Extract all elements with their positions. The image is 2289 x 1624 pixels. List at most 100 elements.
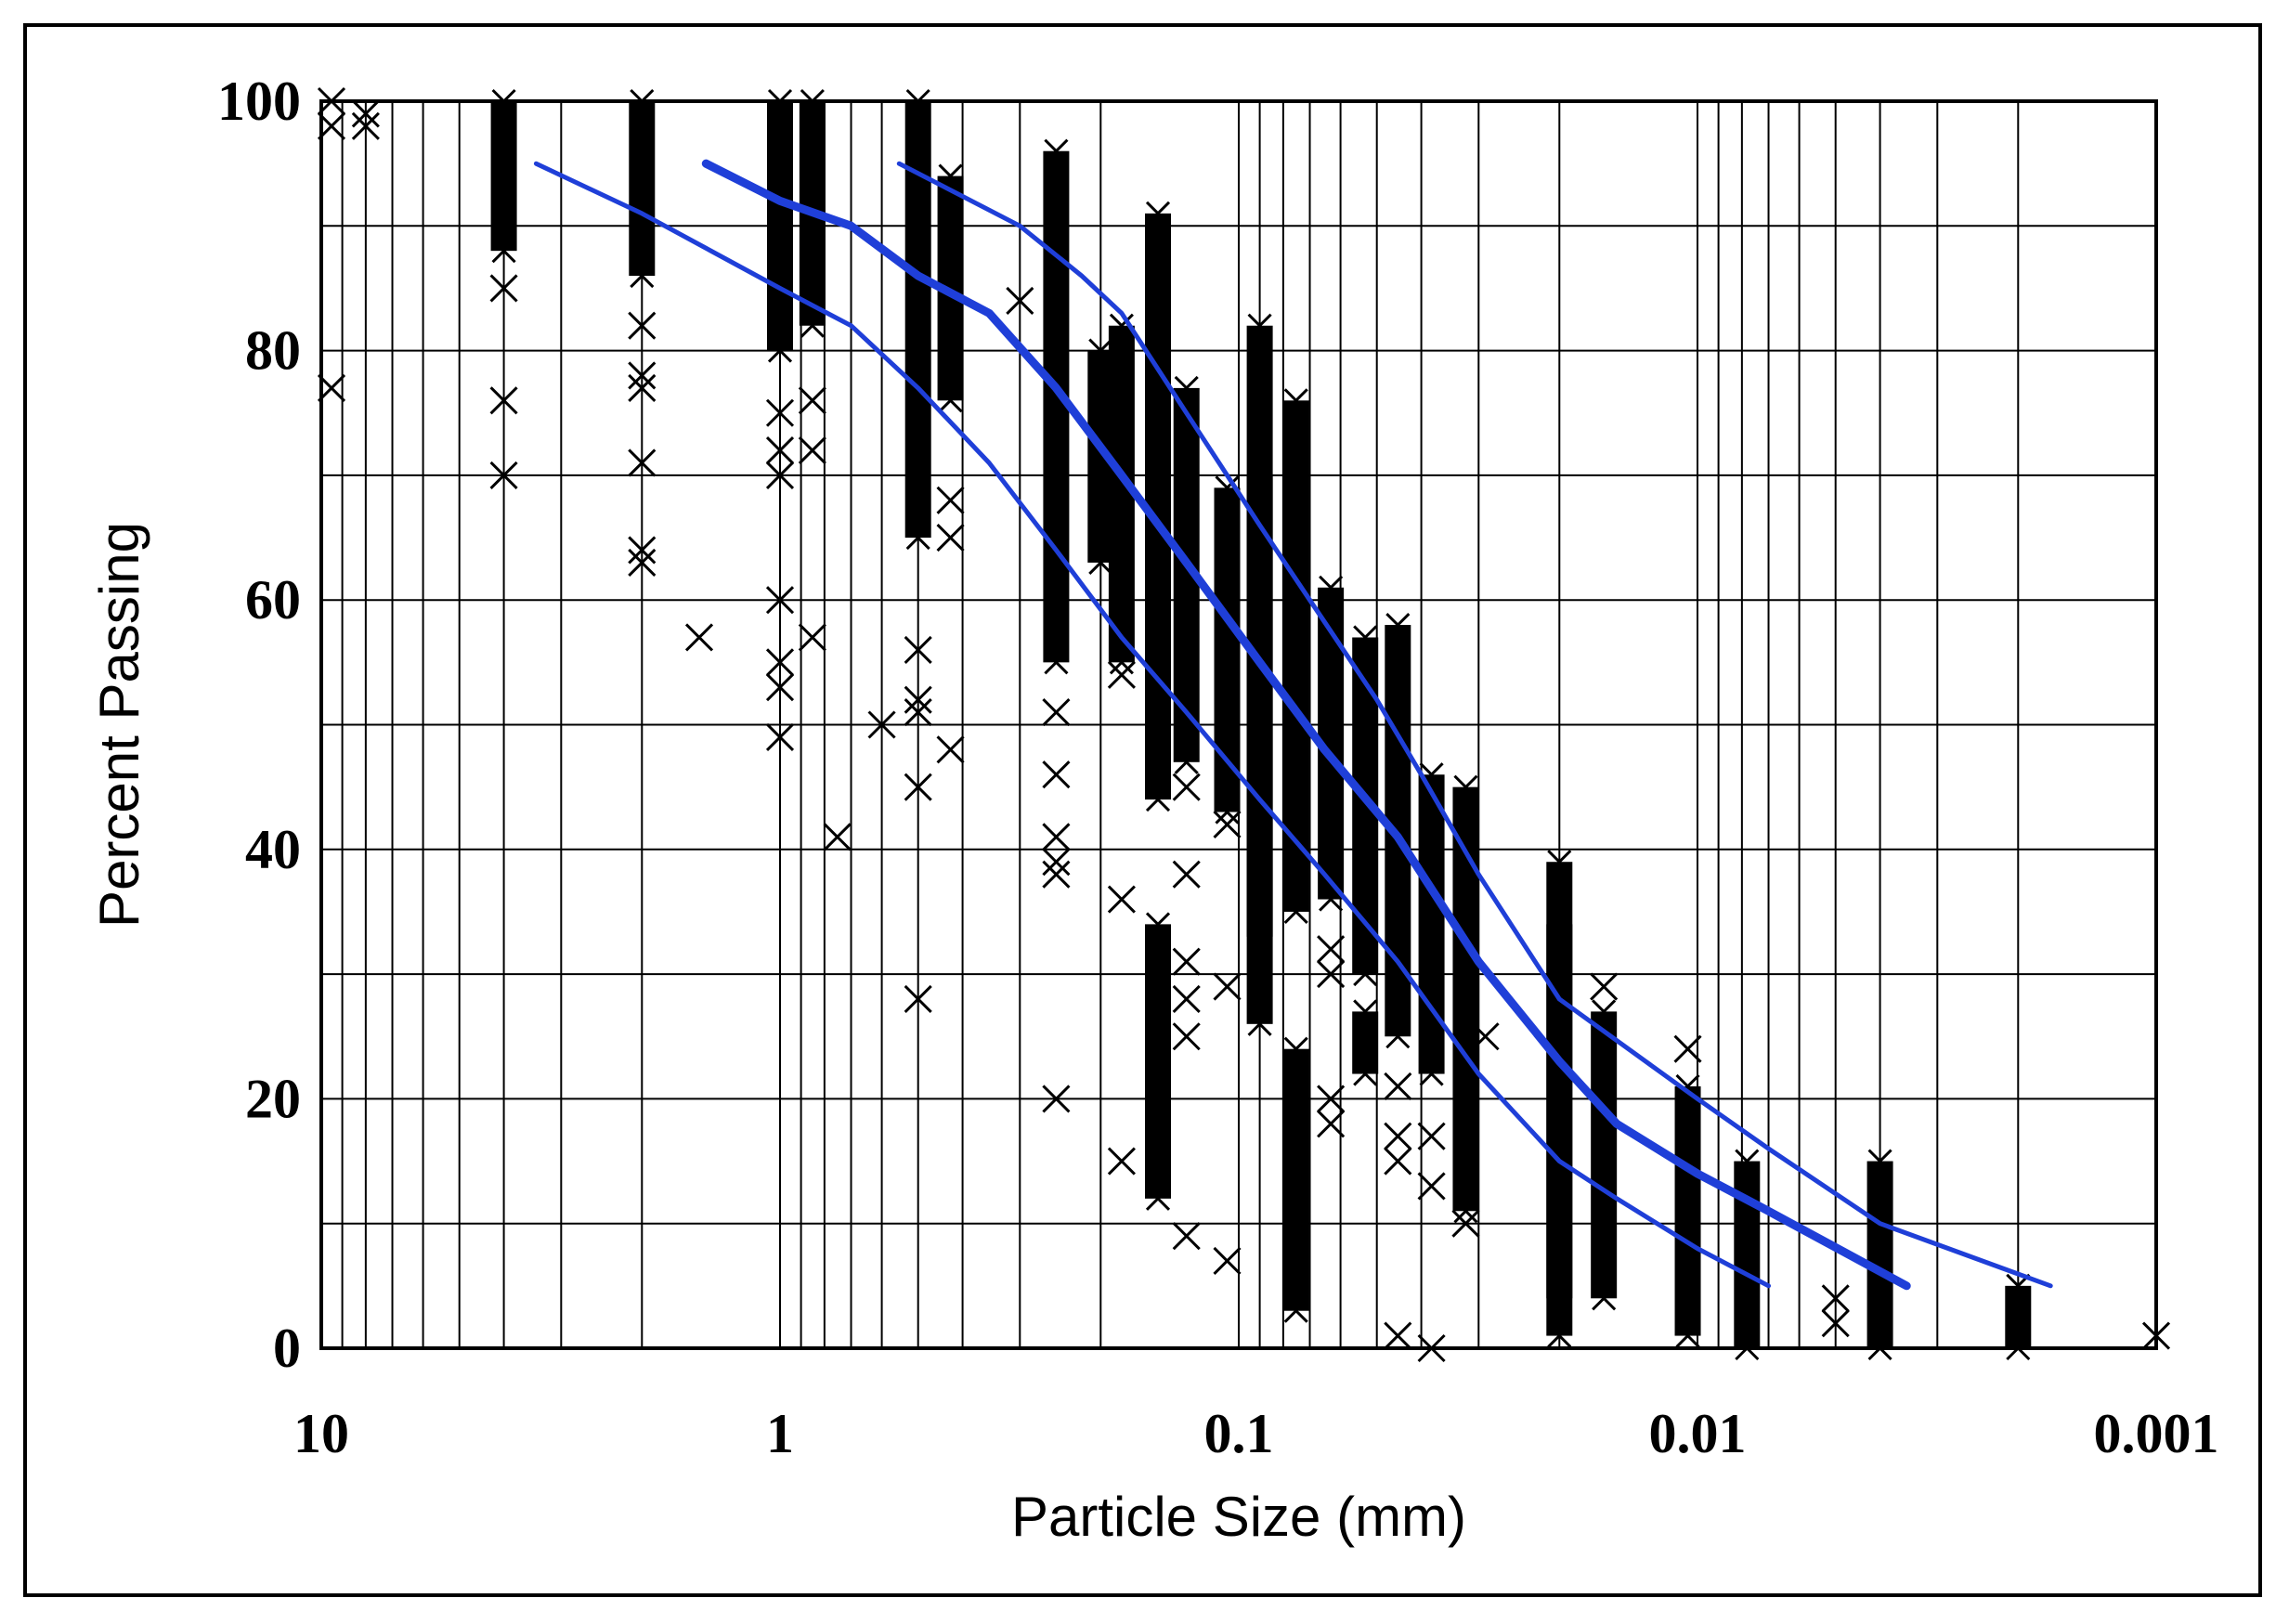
y-axis-tick-labels: 0 20 40 60 80 100 [217, 71, 301, 1379]
y-axis-title: Percent Passing [88, 522, 150, 928]
data-point-x-marker [630, 263, 655, 289]
data-point-x-marker [1417, 1122, 1446, 1150]
data-point-x-marker [351, 111, 380, 140]
data-point-x-marker [798, 435, 826, 465]
data-point-x-marker [1088, 338, 1113, 363]
data-point-x-marker [1283, 899, 1308, 925]
data-point-x-marker [628, 448, 657, 477]
data-point-x-marker [628, 536, 657, 565]
data-point-band [1674, 1085, 1701, 1336]
data-point-band [1282, 400, 1309, 912]
data-point-x-marker [1172, 1022, 1201, 1051]
data-point-x-marker [1821, 1309, 1850, 1338]
data-point-x-marker [1247, 313, 1272, 338]
data-point-x-marker [684, 623, 714, 652]
data-point-x-marker [1283, 1298, 1308, 1323]
data-point-band [1145, 924, 1172, 1199]
data-point-x-marker [765, 722, 795, 751]
data-point-x-marker [1735, 1149, 1760, 1174]
data-point-x-marker [1317, 1110, 1346, 1138]
data-point-x-marker [765, 461, 795, 489]
data-point-x-marker [1319, 575, 1344, 600]
data-point-x-marker [1283, 388, 1308, 413]
data-point-x-marker [1145, 787, 1171, 812]
data-point-band [1043, 150, 1070, 663]
data-point-x-marker [936, 486, 965, 514]
data-point-x-marker [491, 239, 516, 264]
data-point-x-marker [1417, 1172, 1446, 1201]
data-point-x-marker [798, 386, 826, 415]
data-point-x-marker [1044, 650, 1069, 675]
data-point-x-marker [1384, 1147, 1412, 1176]
data-point-x-marker [823, 823, 852, 851]
data-point-x-marker [798, 623, 826, 652]
data-point-band [1452, 786, 1479, 1212]
data-point-x-marker [765, 398, 795, 427]
y-tick-label: 80 [245, 320, 301, 382]
data-point-x-marker [1006, 286, 1034, 315]
data-point-x-marker [1213, 810, 1242, 839]
data-point-x-marker [1215, 475, 1240, 500]
data-point-x-marker [1317, 960, 1346, 989]
data-point-x-marker [1172, 984, 1201, 1014]
gradation-curves [533, 159, 2053, 1291]
data-point-x-marker [867, 710, 896, 739]
data-point-x-marker [628, 361, 657, 390]
data-point-x-marker [1471, 1022, 1500, 1051]
data-point-x-marker [904, 635, 932, 664]
data-point-x-marker [938, 163, 963, 188]
data-point-band [490, 101, 517, 252]
data-point-x-marker [1109, 650, 1134, 675]
x-tick-label: 10 [293, 1403, 349, 1464]
data-point-x-marker [1592, 1286, 1617, 1311]
data-point-x-marker [1451, 1209, 1480, 1238]
data-point-x-marker [1042, 760, 1071, 789]
middle-gradation-curve [701, 159, 1911, 1291]
data-point-band [1282, 1048, 1309, 1311]
data-point-x-marker [1317, 935, 1346, 964]
data-point-x-marker [800, 313, 825, 338]
data-point-x-marker [1867, 1149, 1892, 1174]
data-point-x-marker [1174, 749, 1199, 774]
data-point-x-marker [628, 311, 657, 340]
gradation-chart: 0 20 40 60 80 100 10 1 0.1 0.01 0.001 Particle Si… [88, 71, 2219, 1548]
data-point-x-marker [904, 698, 932, 727]
data-point-x-marker [1247, 1011, 1272, 1036]
data-point-x-marker [1385, 1024, 1411, 1049]
data-point-x-marker [1547, 850, 1572, 875]
data-point-x-marker [1042, 1085, 1071, 1113]
data-point-x-marker [1042, 848, 1071, 877]
x-tick-label: 1 [766, 1403, 794, 1464]
data-point-x-marker [1172, 947, 1201, 976]
data-point-x-marker [1384, 1321, 1412, 1350]
data-point-x-marker [765, 673, 795, 702]
data-point-x-marker [1353, 625, 1378, 650]
x-axis-tick-labels: 10 1 0.1 0.01 0.001 [293, 1403, 2219, 1464]
data-point-x-marker [1317, 1085, 1346, 1113]
data-point-x-marker [1213, 1246, 1242, 1276]
x-tick-label: 0.01 [1649, 1403, 1747, 1464]
data-point-x-marker [489, 461, 518, 489]
data-point-x-marker [1353, 962, 1378, 987]
plot-area-border [319, 99, 2158, 1350]
data-point-x-marker [904, 984, 932, 1014]
data-point-x-marker [1590, 972, 1619, 1001]
y-tick-label: 40 [245, 819, 301, 880]
data-point-x-marker [1145, 912, 1171, 937]
data-point-x-marker [765, 435, 795, 465]
data-point-x-marker [489, 386, 518, 415]
x-tick-label: 0.1 [1204, 1403, 1274, 1464]
data-point-x-marker [1213, 972, 1242, 1001]
data-point-band [1418, 774, 1445, 1074]
data-point-x-marker [489, 274, 518, 303]
y-tick-label: 60 [245, 569, 301, 630]
data-point-x-marker [1172, 860, 1201, 889]
data-point-x-marker [1453, 1199, 1478, 1224]
data-point-x-marker [1673, 1034, 1702, 1063]
data-point-x-marker [628, 373, 657, 402]
x-axis-title: Particle Size (mm) [1011, 1486, 1466, 1548]
data-point-x-marker [1044, 138, 1069, 163]
data-point-x-marker [1088, 550, 1113, 575]
data-point-x-marker [1353, 1061, 1378, 1086]
data-point-band [1866, 1161, 1893, 1348]
